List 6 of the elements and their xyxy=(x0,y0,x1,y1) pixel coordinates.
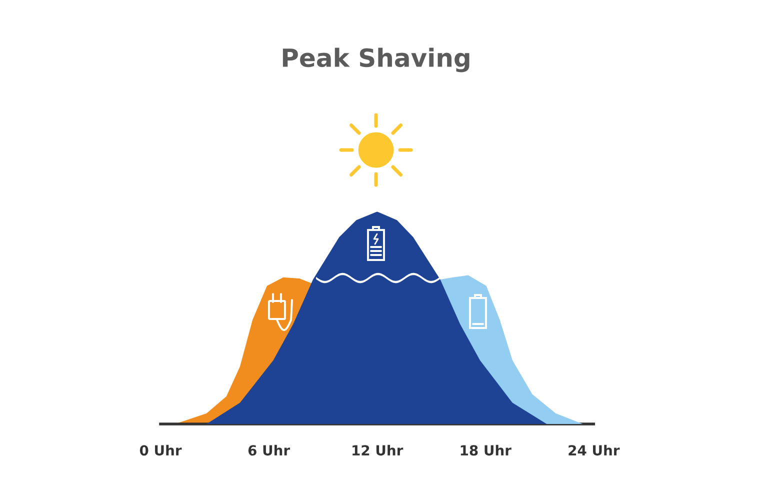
x-tick-label: 24 Uhr xyxy=(568,444,620,456)
x-tick-label: 12 Uhr xyxy=(352,444,404,456)
x-tick-label: 6 Uhr xyxy=(248,444,290,456)
x-tick-label: 18 Uhr xyxy=(460,444,512,456)
x-tick-label: 0 Uhr xyxy=(140,444,182,456)
chart-title: Peak Shaving xyxy=(282,48,470,72)
